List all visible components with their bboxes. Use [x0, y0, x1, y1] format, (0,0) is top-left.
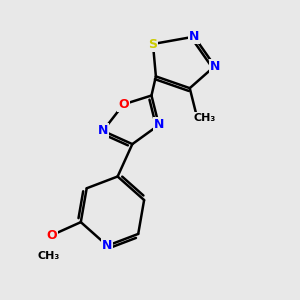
Text: CH₃: CH₃	[193, 112, 216, 123]
Text: N: N	[98, 124, 108, 137]
Text: N: N	[189, 30, 200, 43]
Text: N: N	[102, 239, 112, 252]
Text: N: N	[210, 60, 220, 73]
Text: O: O	[118, 98, 129, 111]
Text: S: S	[148, 38, 158, 50]
Text: O: O	[46, 229, 57, 242]
Text: CH₃: CH₃	[37, 251, 59, 261]
Text: N: N	[154, 118, 164, 131]
